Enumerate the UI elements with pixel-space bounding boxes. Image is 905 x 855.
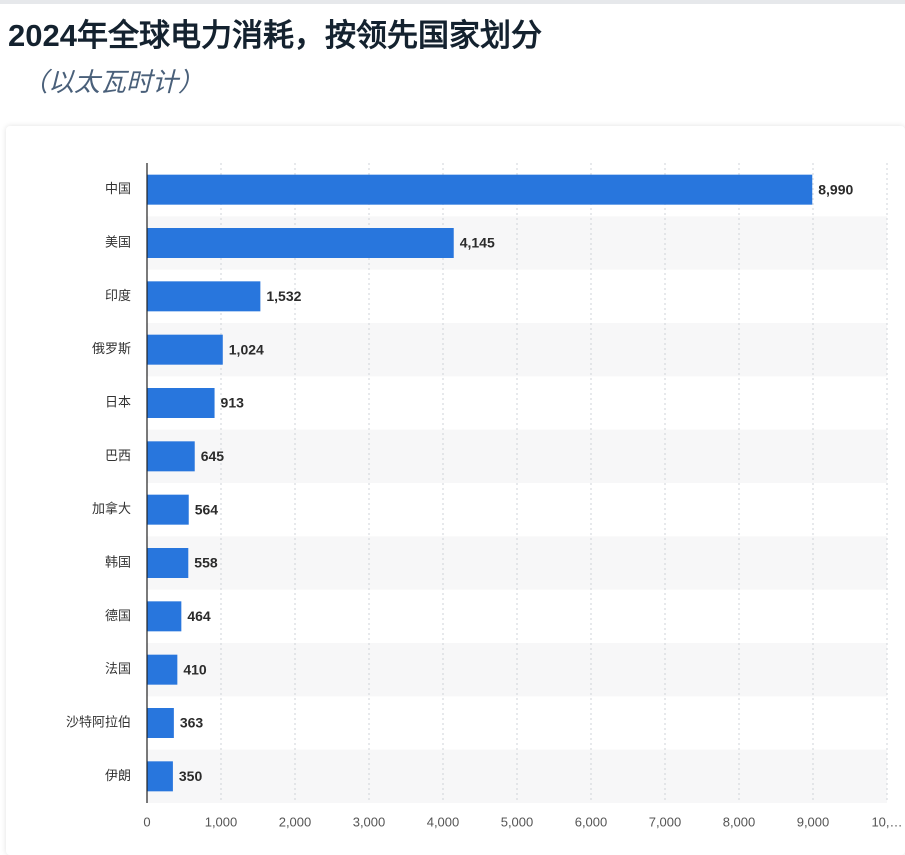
value-label: 464 [187, 608, 211, 624]
value-label: 1,024 [229, 341, 264, 357]
bar [147, 601, 182, 632]
y-tick-label: 巴西 [105, 448, 131, 463]
value-label: 913 [221, 395, 245, 411]
x-tick-label: 9,000 [797, 814, 830, 829]
y-tick-label: 法国 [105, 661, 131, 676]
value-label: 1,532 [266, 288, 301, 304]
value-label: 8,990 [818, 181, 853, 197]
bar [147, 228, 454, 258]
value-label: 350 [179, 768, 203, 784]
bar [147, 281, 261, 312]
bar [147, 494, 189, 525]
value-label: 645 [201, 448, 225, 464]
bar [147, 761, 173, 792]
value-label: 558 [194, 555, 218, 571]
bar [147, 548, 189, 578]
top-border [0, 0, 905, 4]
y-tick-label: 中国 [105, 181, 131, 196]
y-tick-label: 俄罗斯 [92, 341, 131, 356]
bar [147, 654, 178, 685]
x-tick-label: 7,000 [649, 814, 682, 829]
bar [147, 388, 215, 418]
y-tick-label: 加拿大 [92, 501, 131, 516]
x-tick-label: 8,000 [723, 814, 756, 829]
bar [147, 174, 813, 205]
y-tick-label: 德国 [105, 608, 131, 623]
y-tick-label: 美国 [105, 234, 131, 249]
x-tick-label: 6,000 [575, 814, 608, 829]
value-label: 410 [183, 661, 207, 677]
value-label: 564 [195, 501, 219, 517]
y-tick-label: 沙特阿拉伯 [66, 714, 131, 729]
x-tick-label: 5,000 [501, 814, 534, 829]
bar [147, 334, 223, 365]
y-tick-label: 伊朗 [105, 768, 131, 783]
x-tick-label: 4,000 [427, 814, 460, 829]
chart-title: 2024年全球电力消耗，按领先国家划分 [8, 18, 542, 53]
y-tick-label: 韩国 [105, 554, 131, 569]
y-tick-label: 日本 [105, 394, 131, 409]
y-tick-label: 印度 [105, 288, 131, 303]
x-tick-label: 10,… [871, 814, 902, 829]
x-tick-label: 2,000 [279, 814, 312, 829]
value-label: 363 [180, 715, 204, 731]
chart-subtitle: （以太瓦时计） [22, 67, 205, 97]
x-tick-label: 3,000 [353, 814, 386, 829]
x-tick-label: 0 [143, 814, 150, 829]
value-label: 4,145 [460, 235, 495, 251]
x-tick-label: 1,000 [205, 814, 238, 829]
bar [147, 708, 174, 738]
bar [147, 441, 195, 472]
